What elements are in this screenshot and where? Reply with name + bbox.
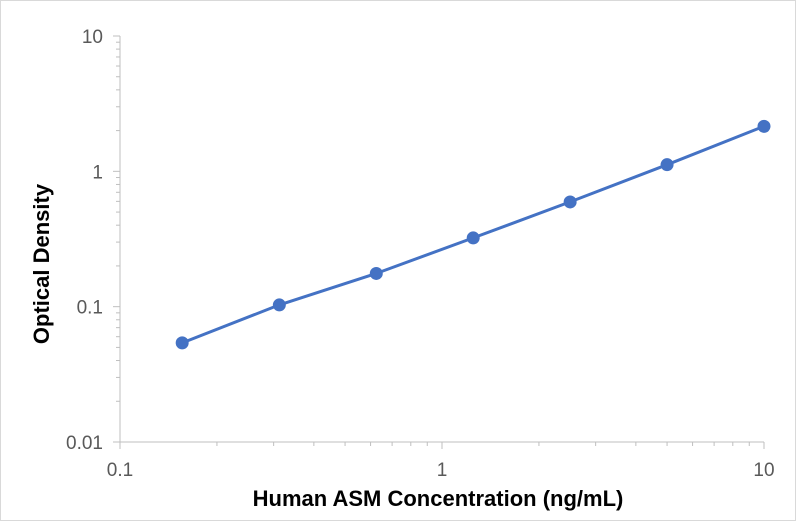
data-point — [369, 266, 383, 280]
x-axis-title: Human ASM Concentration (ng/mL) — [253, 486, 624, 511]
data-point — [466, 231, 480, 245]
data-point — [563, 195, 577, 209]
tick-marks — [113, 35, 765, 449]
y-tick-label: 0.1 — [77, 298, 103, 319]
axes — [119, 36, 764, 443]
y-tick-label: 1 — [92, 162, 103, 183]
x-tick-label: 10 — [753, 460, 774, 481]
data-point — [757, 119, 771, 133]
y-tick-label: 10 — [82, 27, 103, 48]
y-tick-label: 0.01 — [66, 433, 103, 454]
data-point — [272, 298, 286, 312]
x-tick-label: 0.1 — [107, 460, 133, 481]
x-tick-label: 1 — [437, 460, 448, 481]
data-point — [175, 336, 189, 350]
series-group — [175, 119, 771, 350]
data-point — [660, 158, 674, 172]
y-axis-title: Optical Density — [29, 183, 54, 344]
